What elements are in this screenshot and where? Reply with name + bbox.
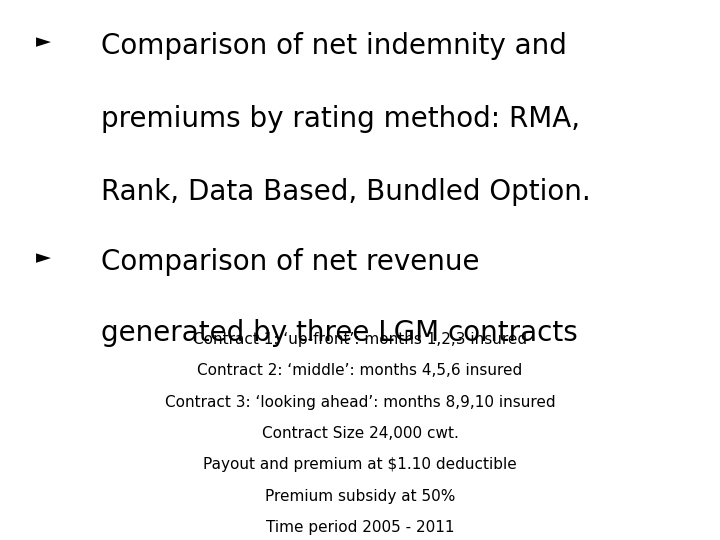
Text: Premium subsidy at 50%: Premium subsidy at 50% [265, 489, 455, 504]
Text: Rank, Data Based, Bundled Option.: Rank, Data Based, Bundled Option. [101, 178, 590, 206]
Text: Contract 2: ‘middle’: months 4,5,6 insured: Contract 2: ‘middle’: months 4,5,6 insur… [197, 363, 523, 379]
Text: Contract 1: ‘up-front’: months 1,2,3 insured: Contract 1: ‘up-front’: months 1,2,3 ins… [193, 332, 527, 347]
Text: ►: ► [36, 248, 51, 267]
Text: Comparison of net revenue: Comparison of net revenue [101, 248, 480, 276]
Text: ►: ► [36, 32, 51, 51]
Text: Payout and premium at $1.10 deductible: Payout and premium at $1.10 deductible [203, 457, 517, 472]
Text: generated by three LGM contracts: generated by three LGM contracts [101, 319, 577, 347]
Text: premiums by rating method: RMA,: premiums by rating method: RMA, [101, 105, 580, 133]
Text: Contract Size 24,000 cwt.: Contract Size 24,000 cwt. [261, 426, 459, 441]
Text: Comparison of net indemnity and: Comparison of net indemnity and [101, 32, 567, 60]
Text: Time period 2005 - 2011: Time period 2005 - 2011 [266, 520, 454, 535]
Text: Contract 3: ‘looking ahead’: months 8,9,10 insured: Contract 3: ‘looking ahead’: months 8,9,… [165, 395, 555, 410]
